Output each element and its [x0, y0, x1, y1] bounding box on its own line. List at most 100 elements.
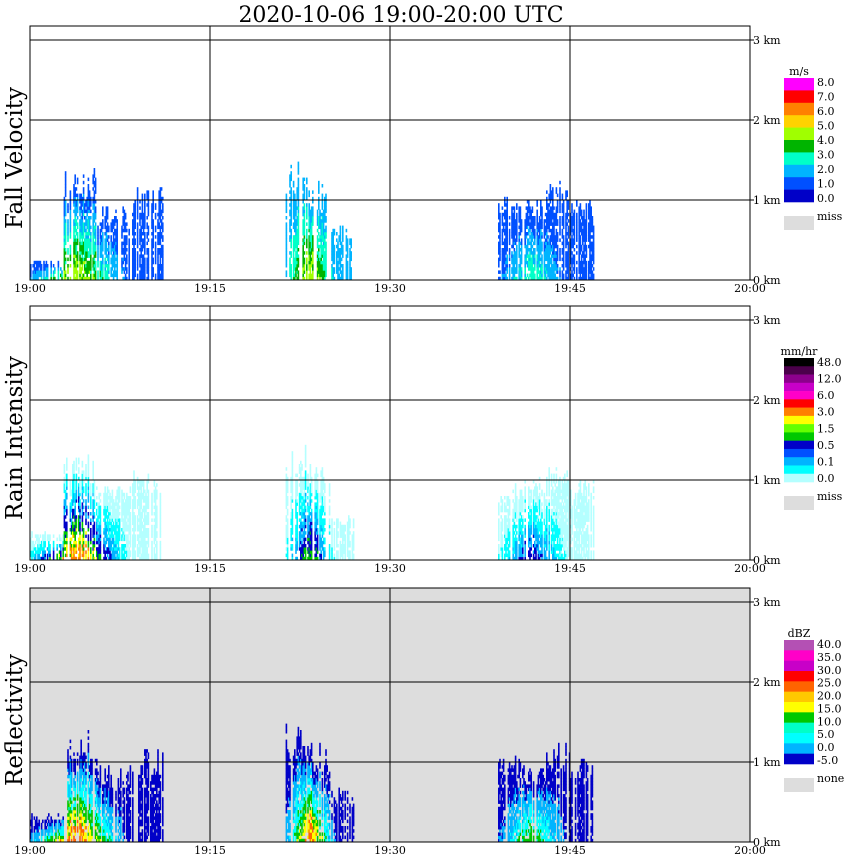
colorbar-label: 8.0	[817, 76, 835, 89]
colorbar-swatch	[784, 90, 814, 104]
colorbar-swatch	[784, 722, 814, 734]
y-tick-label: 2 km	[753, 394, 781, 407]
x-tick-label: 20:00	[734, 844, 766, 857]
echo-cell	[285, 161, 352, 281]
y-axis-title: Rain Intensity	[2, 356, 28, 520]
colorbar-swatch	[784, 382, 814, 392]
colorbar-swatch	[784, 753, 814, 765]
colorbar-missing-label: miss	[817, 210, 843, 223]
colorbar-swatch	[784, 415, 814, 425]
colorbar-missing-swatch	[784, 778, 814, 792]
x-tick-label: 19:15	[194, 562, 226, 575]
colorbar-swatch	[784, 78, 814, 91]
x-tick-label: 19:30	[374, 562, 406, 575]
y-axis-title: Reflectivity	[2, 654, 28, 786]
colorbar-swatch	[784, 650, 814, 661]
echo-cell	[30, 168, 164, 281]
y-tick-label: 0 km	[753, 274, 781, 287]
y-tick-label: 2 km	[753, 114, 781, 127]
colorbar-label: 3.0	[817, 149, 835, 162]
colorbar-swatch	[784, 681, 814, 692]
colorbar-unit: dBZ	[788, 627, 811, 640]
colorbar-label: 35.0	[817, 651, 842, 664]
colorbar-swatch	[784, 671, 814, 682]
colorbar-swatch	[784, 702, 814, 713]
x-tick-label: 19:45	[554, 844, 586, 857]
colorbar-unit: m/s	[789, 65, 809, 78]
echo-cell	[498, 742, 594, 843]
panel-rain-intensity: 0 km 1 km 2 km 3 km 19:00 19:15 19:30 19:45 20:0…	[2, 305, 843, 575]
panel-reflectivity: 0 km 1 km 2 km 3 km 19:00 19:15 19:30 19:45 20:0…	[2, 587, 844, 857]
echo-cell	[498, 180, 595, 281]
colorbar-swatch	[784, 374, 814, 384]
colorbar-swatch	[784, 407, 814, 417]
colorbar-label: 4.0	[817, 134, 835, 147]
colorbar-label: 5.0	[817, 120, 835, 133]
colorbar-swatch	[784, 712, 814, 723]
x-tick-label: 20:00	[734, 562, 766, 575]
y-tick-label: 0 km	[753, 836, 781, 849]
colorbar-missing-label: miss	[817, 490, 843, 503]
colorbar-label: 3.0	[817, 406, 835, 419]
colorbar-swatch	[784, 733, 814, 744]
colorbar-label: 0.5	[817, 439, 835, 452]
colorbar-label: 0.0	[817, 192, 835, 205]
x-tick-label: 20:00	[734, 282, 766, 295]
colorbar-label: 12.0	[817, 373, 842, 386]
echo-cell	[30, 454, 162, 561]
colorbar-swatch	[784, 432, 814, 441]
colorbar-swatch	[784, 152, 814, 166]
colorbar-label: 0.0	[817, 741, 835, 754]
echo-cell	[30, 730, 164, 843]
colorbar-swatch	[784, 473, 814, 483]
colorbar-swatch	[784, 660, 814, 672]
x-tick-label: 19:45	[554, 562, 586, 575]
plot-frame	[29, 305, 751, 561]
colorbar-swatch	[784, 189, 814, 203]
colorbar-label: 10.0	[817, 715, 842, 728]
echo-cell	[285, 723, 355, 843]
colorbar-label: 6.0	[817, 105, 835, 118]
colorbar-label: 0.1	[817, 455, 835, 468]
x-tick-label: 19:30	[374, 844, 406, 857]
plot-frame	[29, 587, 751, 843]
colorbar-label: 5.0	[817, 728, 835, 741]
y-tick-label: 0 km	[753, 554, 781, 567]
y-tick-label: 2 km	[753, 676, 781, 689]
y-axis-title: Fall Velocity	[2, 87, 28, 229]
colorbar-unit: mm/hr	[781, 345, 819, 358]
panel-fall-velocity: 0 km 1 km 2 km 3 km 19:00 19:15 19:30 19:45 20:0…	[2, 25, 843, 295]
x-tick-label: 19:00	[14, 562, 46, 575]
x-tick-label: 19:00	[14, 844, 46, 857]
y-tick-label: 3 km	[753, 314, 781, 327]
colorbar-swatch	[784, 102, 814, 116]
colorbar-swatch	[784, 399, 814, 408]
colorbar-missing-swatch	[784, 216, 814, 230]
colorbar-swatch	[784, 177, 814, 190]
colorbar-label: 20.0	[817, 690, 842, 703]
colorbar-label: 7.0	[817, 91, 835, 104]
colorbar-swatch	[784, 164, 814, 178]
colorbar-swatch	[784, 358, 814, 367]
colorbar-label: 6.0	[817, 389, 835, 402]
colorbar-swatch	[784, 140, 814, 153]
colorbar-label: 15.0	[817, 702, 842, 715]
colorbar-label: 48.0	[817, 356, 842, 369]
colorbar-missing-swatch	[784, 496, 814, 510]
echo-cell	[285, 444, 355, 561]
y-tick-label: 1 km	[753, 194, 781, 207]
echo-cell	[498, 467, 595, 561]
colorbar-label: 40.0	[817, 638, 842, 651]
colorbar-label: 0.0	[817, 472, 835, 485]
colorbar-label: 25.0	[817, 677, 842, 690]
colorbar-swatch	[784, 424, 814, 433]
x-tick-label: 19:30	[374, 282, 406, 295]
x-tick-label: 19:15	[194, 282, 226, 295]
colorbar-label: 1.0	[817, 178, 835, 191]
x-tick-label: 19:15	[194, 844, 226, 857]
y-tick-label: 3 km	[753, 596, 781, 609]
colorbar-swatch	[784, 127, 814, 141]
y-tick-label: 1 km	[753, 756, 781, 769]
colorbar-swatch	[784, 743, 814, 754]
x-tick-label: 19:00	[14, 282, 46, 295]
